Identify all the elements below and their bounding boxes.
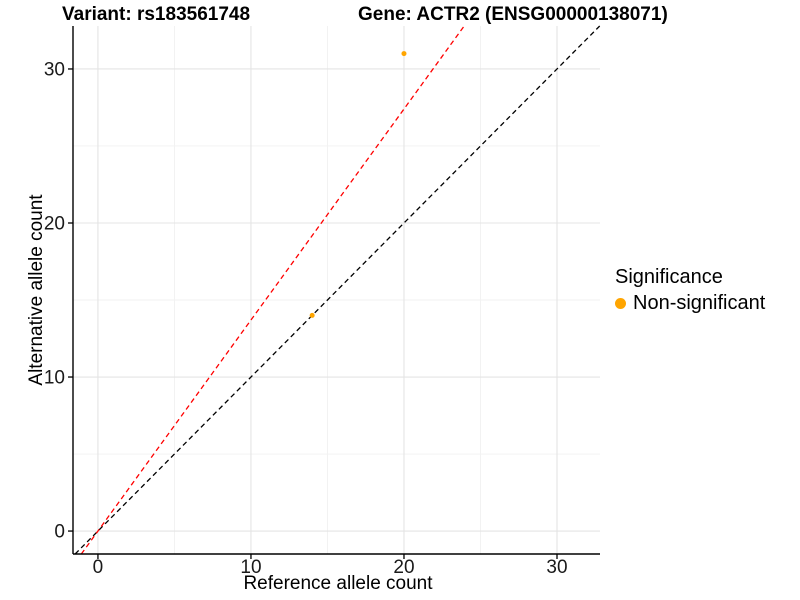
y-tick-label: 30 xyxy=(44,59,65,80)
legend: Significance Non-significant xyxy=(615,266,765,315)
data-point xyxy=(309,312,315,318)
y-tick-label: 20 xyxy=(44,213,65,234)
y-tick-label: 10 xyxy=(44,368,65,389)
legend-key-dot xyxy=(615,298,626,309)
data-point xyxy=(401,51,407,57)
identity-line xyxy=(74,25,601,555)
legend-title: Significance xyxy=(615,266,723,288)
expected-ratio-line xyxy=(80,25,465,555)
x-axis-title: Reference allele count xyxy=(243,573,433,594)
y-tick-label: 0 xyxy=(54,522,65,543)
legend-item-label: Non-significant xyxy=(633,292,766,314)
x-tick-label: 0 xyxy=(93,557,104,578)
plot-title-gene: Gene: ACTR2 (ENSG00000138071) xyxy=(358,4,668,25)
x-tick-label: 20 xyxy=(393,557,414,578)
x-tick-label: 30 xyxy=(546,557,567,578)
x-tick-label: 10 xyxy=(240,557,261,578)
y-axis-title: Alternative allele count xyxy=(26,194,47,386)
legend-item: Non-significant xyxy=(615,292,765,315)
plot-title-variant: Variant: rs183561748 xyxy=(62,4,251,25)
